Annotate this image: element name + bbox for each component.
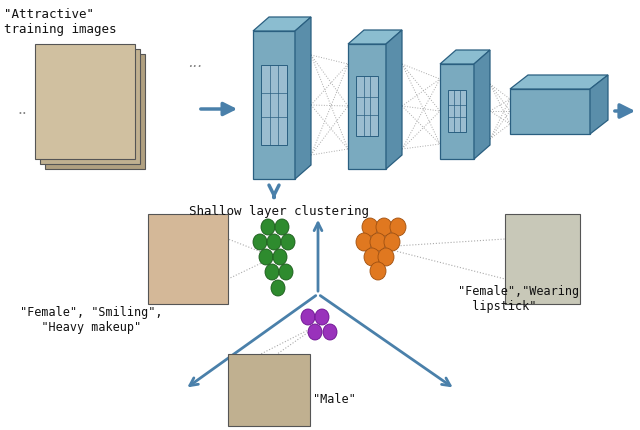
Text: Shallow layer clustering: Shallow layer clustering xyxy=(189,205,369,218)
Polygon shape xyxy=(261,66,287,146)
Ellipse shape xyxy=(378,249,394,266)
Bar xyxy=(45,55,145,169)
Ellipse shape xyxy=(364,249,380,266)
Text: "Attractive"
training images: "Attractive" training images xyxy=(4,8,116,36)
Bar xyxy=(35,45,135,160)
Text: "Male": "Male" xyxy=(313,392,356,405)
Ellipse shape xyxy=(362,218,378,236)
Ellipse shape xyxy=(370,233,386,252)
Ellipse shape xyxy=(376,218,392,236)
Polygon shape xyxy=(253,18,311,32)
Ellipse shape xyxy=(323,324,337,340)
Polygon shape xyxy=(348,45,386,169)
Ellipse shape xyxy=(259,249,273,265)
Text: ...: ... xyxy=(188,55,202,70)
Text: "Female", "Smiling",
   "Heavy makeup": "Female", "Smiling", "Heavy makeup" xyxy=(20,305,163,333)
Polygon shape xyxy=(253,32,295,180)
Polygon shape xyxy=(448,91,466,133)
Ellipse shape xyxy=(265,264,279,280)
Bar xyxy=(505,215,580,304)
Polygon shape xyxy=(348,31,402,45)
Ellipse shape xyxy=(267,234,281,250)
Bar xyxy=(228,354,310,426)
Ellipse shape xyxy=(370,262,386,280)
Ellipse shape xyxy=(271,280,285,296)
Text: "Female","Wearing
  lipstick": "Female","Wearing lipstick" xyxy=(458,284,579,312)
Polygon shape xyxy=(386,31,402,169)
Ellipse shape xyxy=(356,233,372,252)
Ellipse shape xyxy=(384,233,400,252)
Ellipse shape xyxy=(261,219,275,236)
Ellipse shape xyxy=(253,234,267,250)
Ellipse shape xyxy=(308,324,322,340)
Text: ..: .. xyxy=(17,102,27,117)
Polygon shape xyxy=(590,76,608,135)
Ellipse shape xyxy=(301,309,315,325)
Polygon shape xyxy=(440,65,474,160)
Polygon shape xyxy=(474,51,490,160)
Ellipse shape xyxy=(390,218,406,236)
Polygon shape xyxy=(356,77,378,137)
Ellipse shape xyxy=(281,234,295,250)
Polygon shape xyxy=(510,90,590,135)
Polygon shape xyxy=(510,76,608,90)
Ellipse shape xyxy=(273,249,287,265)
Polygon shape xyxy=(295,18,311,180)
Bar xyxy=(148,215,228,304)
Ellipse shape xyxy=(279,264,293,280)
Polygon shape xyxy=(440,51,490,65)
Ellipse shape xyxy=(275,219,289,236)
Ellipse shape xyxy=(315,309,329,325)
Bar xyxy=(40,50,140,165)
